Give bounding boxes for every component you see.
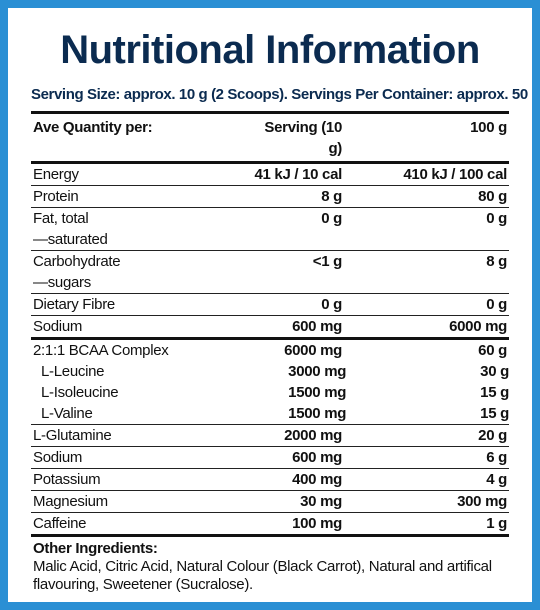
nutrition-table: Ave Quantity per: Serving (10 g) 100 g Ener…: [31, 111, 509, 537]
sublabel-text: —sugars: [33, 274, 91, 291]
sublabel-text: —saturated: [33, 231, 108, 248]
label-text: 2:1:1 BCAA Complex: [33, 342, 169, 359]
nutrient-label: Protein: [31, 186, 253, 207]
serving-value: 400 mg: [292, 471, 342, 488]
nutrient-row: Carbohydrate —sugars <1 g 8 g: [31, 251, 509, 294]
serving-value: 600 mg: [292, 449, 342, 466]
per100-value: 8 g: [486, 253, 507, 270]
serving-value: 0 g: [321, 210, 342, 227]
nutrient-row: L-Isoleucine 1500 mg 15 g: [31, 382, 509, 403]
serving-value: <1 g: [312, 253, 343, 270]
label-text: Energy: [33, 166, 79, 183]
per100-value: 30 g: [480, 363, 509, 380]
per100-value: 410 kJ / 100 cal: [403, 166, 507, 183]
per100-value: 15 g: [480, 384, 509, 401]
per100-value: 0 g: [486, 210, 507, 227]
per100-value: 60 g: [478, 342, 507, 359]
label-text: L-Leucine: [41, 363, 105, 380]
nutrient-row: Protein 8 g 80 g: [31, 186, 509, 208]
nutrient-row: 2:1:1 BCAA Complex 6000 mg 60 g: [31, 340, 509, 361]
nutrient-row: Caffeine 100 mg 1 g: [31, 513, 509, 537]
nutrient-label: Dietary Fibre: [31, 294, 253, 315]
nutrient-label: L-Valine: [31, 403, 258, 424]
per100-value: 15 g: [480, 405, 509, 422]
serving-value: 1500 mg: [288, 405, 347, 422]
serving-info: Serving Size: approx. 10 g (2 Scoops). S…: [31, 86, 528, 103]
label-text: L-Glutamine: [33, 427, 112, 444]
nutrient-label: Potassium: [31, 469, 253, 490]
label-text: Magnesium: [33, 493, 108, 510]
nutrient-row: Magnesium 30 mg 300 mg: [31, 491, 509, 513]
column-header: Ave Quantity per:: [33, 119, 153, 136]
per100-value: 1 g: [486, 515, 507, 532]
nutrient-row: Potassium 400 mg 4 g: [31, 469, 509, 491]
nutrient-label: Energy: [31, 164, 253, 185]
ingredients-text: Malic Acid, Citric Acid, Natural Colour …: [33, 558, 492, 593]
serving-value: 600 mg: [292, 318, 342, 335]
nutrient-row: L-Valine 1500 mg 15 g: [31, 403, 509, 425]
nutrient-row: Energy 41 kJ / 10 cal 410 kJ / 100 cal: [31, 164, 509, 186]
label-text: L-Isoleucine: [41, 384, 119, 401]
nutrient-label: Magnesium: [31, 491, 253, 512]
label-text: Dietary Fibre: [33, 296, 115, 313]
nutrient-row: L-Glutamine 2000 mg 20 g: [31, 425, 509, 447]
per100-value: 0 g: [486, 296, 507, 313]
label-text: Caffeine: [33, 515, 87, 532]
serving-value: 100 mg: [292, 515, 342, 532]
label-text: Potassium: [33, 471, 101, 488]
serving-value: 3000 mg: [288, 363, 347, 380]
nutrient-label: L-Isoleucine: [31, 382, 258, 403]
serving-value: 41 kJ / 10 cal: [254, 166, 342, 183]
ingredients-heading: Other Ingredients:: [33, 540, 158, 557]
label-text: Protein: [33, 188, 79, 205]
per100-value: 20 g: [478, 427, 507, 444]
per100-value: 4 g: [486, 471, 507, 488]
nutrient-label: L-Leucine: [31, 361, 258, 382]
title: Nutritional Information: [60, 28, 480, 72]
column-header: Serving (10 g): [264, 119, 342, 157]
nutrient-row: Sodium 600 mg 6 g: [31, 447, 509, 469]
nutrient-label: Carbohydrate —sugars: [31, 251, 253, 293]
nutrient-label: Sodium: [31, 316, 253, 337]
label-text: Sodium: [33, 449, 83, 466]
serving-value: 1500 mg: [288, 384, 347, 401]
nutrient-label: Sodium: [31, 447, 253, 468]
per100-value: 300 mg: [457, 493, 507, 510]
serving-value: 8 g: [321, 188, 342, 205]
per100-value: 80 g: [478, 188, 507, 205]
nutrient-row: Dietary Fibre 0 g 0 g: [31, 294, 509, 316]
nutrient-label: L-Glutamine: [31, 425, 253, 446]
other-ingredients: Other Ingredients: Malic Acid, Citric Ac…: [33, 540, 513, 594]
per100-value: 6 g: [486, 449, 507, 466]
nutrient-row: L-Leucine 3000 mg 30 g: [31, 361, 509, 382]
header-row: Ave Quantity per: Serving (10 g) 100 g: [31, 114, 509, 164]
nutrient-label: 2:1:1 BCAA Complex: [31, 340, 253, 361]
column-header: 100 g: [470, 119, 507, 136]
serving-value: 2000 mg: [284, 427, 342, 444]
nutrient-label: Caffeine: [31, 513, 253, 534]
label-text: Sodium: [33, 318, 83, 335]
nutrient-label: Fat, total —saturated: [31, 208, 253, 250]
label-text: Fat, total: [33, 210, 89, 227]
per100-value: 6000 mg: [449, 318, 507, 335]
label-text: L-Valine: [41, 405, 93, 422]
nutrient-row: Sodium 600 mg 6000 mg: [31, 316, 509, 340]
serving-value: 6000 mg: [284, 342, 342, 359]
nutrient-row: Fat, total —saturated 0 g 0 g: [31, 208, 509, 251]
label-text: Carbohydrate: [33, 253, 121, 270]
serving-value: 30 mg: [300, 493, 342, 510]
serving-value: 0 g: [321, 296, 342, 313]
